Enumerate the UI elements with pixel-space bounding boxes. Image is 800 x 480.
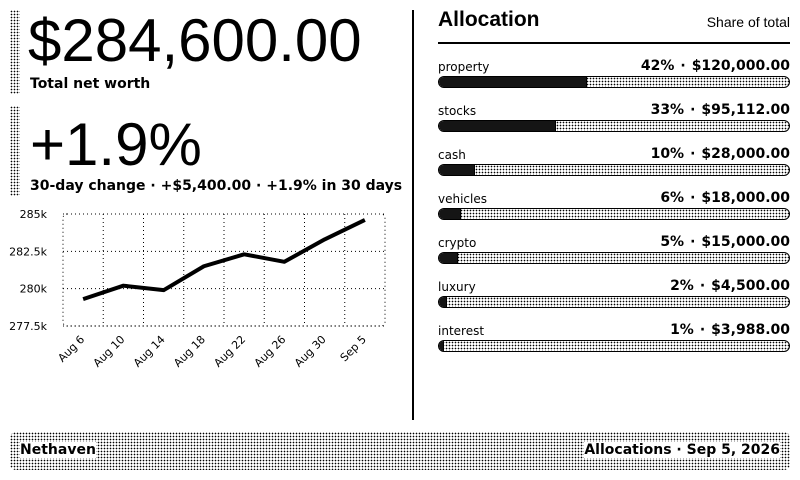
- y-tick-label: 282.5k: [9, 245, 47, 258]
- x-tick-label: Aug 18: [171, 333, 208, 370]
- separator: ·: [680, 58, 686, 74]
- item-share: 5%: [660, 234, 685, 250]
- item-name: property: [438, 60, 490, 74]
- item-value: 1% · $3,988.00: [670, 322, 790, 338]
- x-tick-label: Aug 6: [55, 333, 87, 365]
- bar: [439, 341, 444, 351]
- bar: [439, 121, 556, 131]
- y-tick-label: 277.5k: [9, 320, 47, 333]
- bar: [439, 77, 587, 87]
- item-value: 33% · $95,112.00: [651, 102, 790, 118]
- item-amount: $95,112.00: [701, 102, 790, 118]
- net-worth-label: Total net worth: [30, 76, 151, 92]
- bar-track: [438, 208, 790, 220]
- footer: Nethaven Allocations · Sep 5, 2026: [10, 432, 790, 470]
- item-name: interest: [438, 324, 485, 338]
- allocation-subtitle: Share of total: [706, 14, 790, 30]
- item-name: vehicles: [438, 192, 487, 206]
- item-value: 2% · $4,500.00: [670, 278, 790, 294]
- allocation-row: interest 1% · $3,988.00: [438, 322, 790, 366]
- separator: ·: [690, 146, 696, 162]
- item-share: 10%: [650, 146, 685, 162]
- line: [82, 218, 366, 302]
- x-tick-label: Aug 22: [211, 333, 248, 370]
- item-share: 2%: [670, 278, 694, 294]
- net-worth: $284,600.00: [28, 7, 362, 74]
- bar-track: [438, 252, 790, 264]
- item-name: stocks: [438, 104, 477, 118]
- item-share: 6%: [660, 190, 685, 206]
- item-amount: $28,000.00: [701, 146, 790, 162]
- bar-track: [438, 340, 790, 352]
- item-value: 10% · $28,000.00: [651, 146, 790, 162]
- bar-track: [438, 120, 790, 132]
- separator: ·: [690, 234, 696, 250]
- allocation-title: Allocation: [438, 8, 540, 31]
- bar-track: [438, 76, 790, 88]
- divider: [412, 10, 414, 420]
- item-name: cash: [438, 148, 466, 162]
- item-value: 6% · $18,000.00: [660, 190, 790, 206]
- y-tick-label: 285k: [20, 208, 48, 221]
- item-share: 33%: [650, 102, 685, 118]
- item-amount: $18,000.00: [701, 190, 790, 206]
- y-tick-label: 280k: [20, 283, 48, 296]
- item-value: 5% · $15,000.00: [660, 234, 790, 250]
- rule: [438, 42, 790, 44]
- brand: Nethaven: [20, 442, 96, 458]
- x-tick-label: Aug 30: [292, 333, 329, 370]
- item-name: crypto: [438, 236, 477, 250]
- bar: [439, 297, 447, 307]
- accent-strip: [10, 106, 20, 196]
- separator: ·: [690, 190, 696, 206]
- x-tick-label: Sep 5: [338, 333, 369, 364]
- x-tick-label: Aug 26: [252, 333, 289, 370]
- item-amount: $3,988.00: [711, 322, 790, 338]
- item-share: 42%: [640, 58, 675, 74]
- accent-strip: [10, 10, 20, 94]
- allocation-row: stocks 33% · $95,112.00: [438, 102, 790, 146]
- footer-info: Allocations · Sep 5, 2026: [584, 442, 780, 458]
- allocation-row: crypto 5% · $15,000.00: [438, 234, 790, 278]
- bar-track: [438, 296, 790, 308]
- item-name: luxury: [438, 280, 476, 294]
- allocation-row: vehicles 6% · $18,000.00: [438, 190, 790, 234]
- change: +1.9%: [30, 111, 202, 178]
- bar: [439, 253, 458, 263]
- bar: [439, 165, 475, 175]
- bar: [439, 209, 461, 219]
- item-amount: $4,500.00: [711, 278, 790, 294]
- separator: ·: [699, 278, 706, 294]
- separator: ·: [690, 102, 696, 118]
- x-tick-label: Aug 14: [131, 333, 168, 370]
- separator: ·: [699, 322, 706, 338]
- item-amount: $120,000.00: [691, 58, 790, 74]
- x-tick-label: Aug 10: [91, 333, 128, 370]
- item-value: 42% · $120,000.00: [641, 58, 790, 74]
- bar-track: [438, 164, 790, 176]
- allocation-row: luxury 2% · $4,500.00: [438, 278, 790, 322]
- change-caption: 30-day change · +$5,400.00 · +1.9% in 30…: [30, 178, 403, 194]
- item-amount: $15,000.00: [701, 234, 790, 250]
- item-share: 1%: [670, 322, 694, 338]
- allocation-row: cash 10% · $28,000.00: [438, 146, 790, 190]
- allocation-row: property 42% · $120,000.00: [438, 58, 790, 102]
